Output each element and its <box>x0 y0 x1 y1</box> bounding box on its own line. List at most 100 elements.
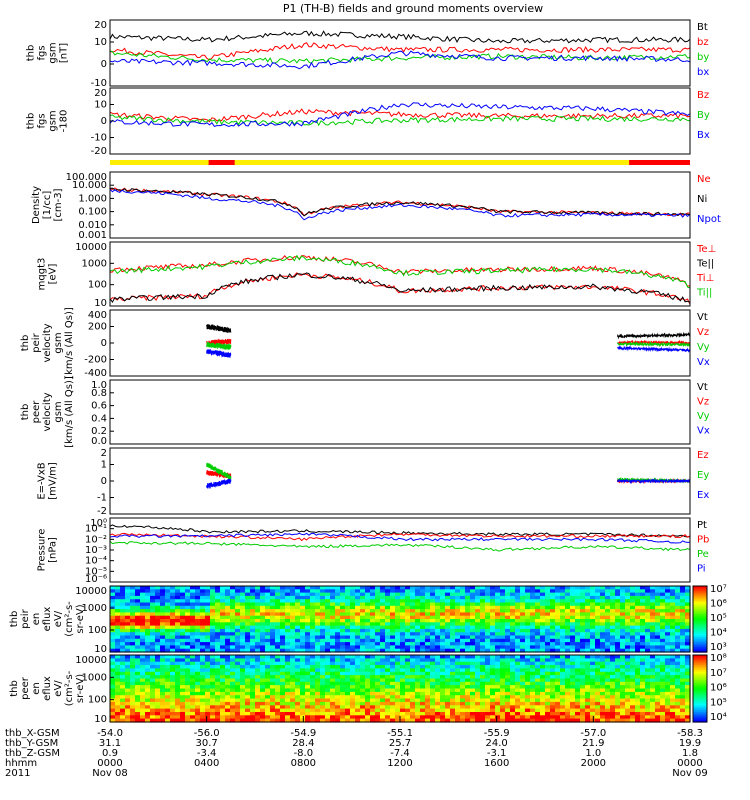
heatmap-cell <box>620 586 626 590</box>
heatmap-cell <box>115 678 121 683</box>
heatmap-cell <box>630 685 636 690</box>
heatmap-cell <box>540 708 546 713</box>
heatmap-cell <box>525 681 531 686</box>
heatmap-cell <box>455 612 461 617</box>
ephemeris-value: 25.7 <box>389 738 411 749</box>
heatmap-cell <box>660 678 666 683</box>
heatmap-cell <box>200 605 206 610</box>
colorbar-cell <box>693 690 707 693</box>
heatmap-cell <box>585 668 591 673</box>
heatmap-cell <box>460 635 466 640</box>
heatmap-cell <box>255 678 261 683</box>
heatmap-cell <box>215 658 221 663</box>
heatmap-cell <box>620 712 626 716</box>
heatmap-cell <box>530 691 536 696</box>
heatmap-cell <box>135 698 141 703</box>
heatmap-cell <box>665 648 671 653</box>
heatmap-cell <box>470 678 476 683</box>
heatmap-cell <box>175 688 181 693</box>
heatmap-cell <box>320 619 326 623</box>
heatmap-cell <box>405 628 411 633</box>
heatmap-cell <box>150 678 156 683</box>
heatmap-cell <box>300 661 306 666</box>
ephemeris-row-label: thb_Y-GSM <box>5 738 58 749</box>
heatmap-cell <box>340 602 346 607</box>
heatmap-cell <box>600 609 606 613</box>
heatmap-cell <box>335 589 341 594</box>
heatmap-cell <box>240 705 246 710</box>
heatmap-cell <box>565 655 571 659</box>
heatmap-cell <box>440 648 446 653</box>
heatmap-cell <box>460 622 466 627</box>
heatmap-cell <box>515 712 521 716</box>
heatmap-cell <box>405 701 411 706</box>
heatmap-cell <box>420 595 426 600</box>
heatmap-cell <box>630 612 636 617</box>
heatmap-cell <box>405 658 411 663</box>
heatmap-cell <box>130 701 136 706</box>
heatmap-cell <box>450 688 456 693</box>
heatmap-cell <box>560 602 566 607</box>
heatmap-cell <box>320 681 326 686</box>
heatmap-cell <box>500 602 506 607</box>
heatmap-cell <box>555 605 561 610</box>
heatmap-cell <box>475 632 481 637</box>
heatmap-cell <box>290 612 296 617</box>
heatmap-cell <box>650 632 656 637</box>
heatmap-cell <box>610 609 616 613</box>
heatmap-cell <box>300 615 306 620</box>
heatmap-cell <box>520 695 526 700</box>
heatmap-cell <box>475 718 481 723</box>
heatmap-cell <box>430 625 436 630</box>
heatmap-cell <box>530 705 536 710</box>
heatmap-cell <box>170 698 176 703</box>
heatmap-cell <box>115 718 121 723</box>
heatmap-cell <box>330 622 336 627</box>
heatmap-cell <box>370 655 376 659</box>
heatmap-cell <box>350 718 356 723</box>
heatmap-cell <box>495 685 501 690</box>
heatmap-cell <box>425 589 431 594</box>
heatmap-cell <box>315 678 321 683</box>
heatmap-cell <box>325 678 331 683</box>
heatmap-cell <box>360 698 366 703</box>
heatmap-cell <box>600 665 606 669</box>
colorbar-cell <box>693 717 707 720</box>
heatmap-cell <box>345 685 351 690</box>
heatmap-cell <box>575 615 581 620</box>
heatmap-cell <box>605 602 611 607</box>
heatmap-cell <box>285 691 291 696</box>
heatmap-cell <box>575 595 581 600</box>
heatmap-cell <box>265 612 271 617</box>
heatmap-cell <box>155 589 161 594</box>
heatmap-cell <box>585 688 591 693</box>
heatmap-cell <box>135 658 141 663</box>
heatmap-cell <box>155 586 161 590</box>
heatmap-cell <box>670 638 676 643</box>
heatmap-cell <box>190 602 196 607</box>
heatmap-cell <box>420 695 426 700</box>
heatmap-cell <box>410 599 416 604</box>
heatmap-cell <box>590 612 596 617</box>
heatmap-cell <box>395 599 401 604</box>
heatmap-cell <box>180 695 186 700</box>
heatmap-cell <box>130 695 136 700</box>
y-axis-label-line: sr-eV) <box>75 674 86 703</box>
heatmap-cell <box>650 586 656 590</box>
heatmap-cell <box>490 678 496 683</box>
heatmap-cell <box>265 635 271 640</box>
heatmap-cell <box>400 628 406 633</box>
heatmap-cell <box>635 655 641 659</box>
heatmap-cell <box>350 622 356 627</box>
colorbar-cell <box>693 617 707 620</box>
heatmap-cell <box>360 655 366 659</box>
heatmap-cell <box>300 718 306 723</box>
y-tick-label: 100 <box>88 280 107 291</box>
heatmap-cell <box>395 632 401 637</box>
heatmap-cell <box>285 628 291 633</box>
heatmap-cell <box>150 638 156 643</box>
heatmap-cell <box>650 675 656 680</box>
heatmap-cell <box>555 632 561 637</box>
heatmap-cell <box>215 712 221 716</box>
heatmap-cell <box>170 695 176 700</box>
